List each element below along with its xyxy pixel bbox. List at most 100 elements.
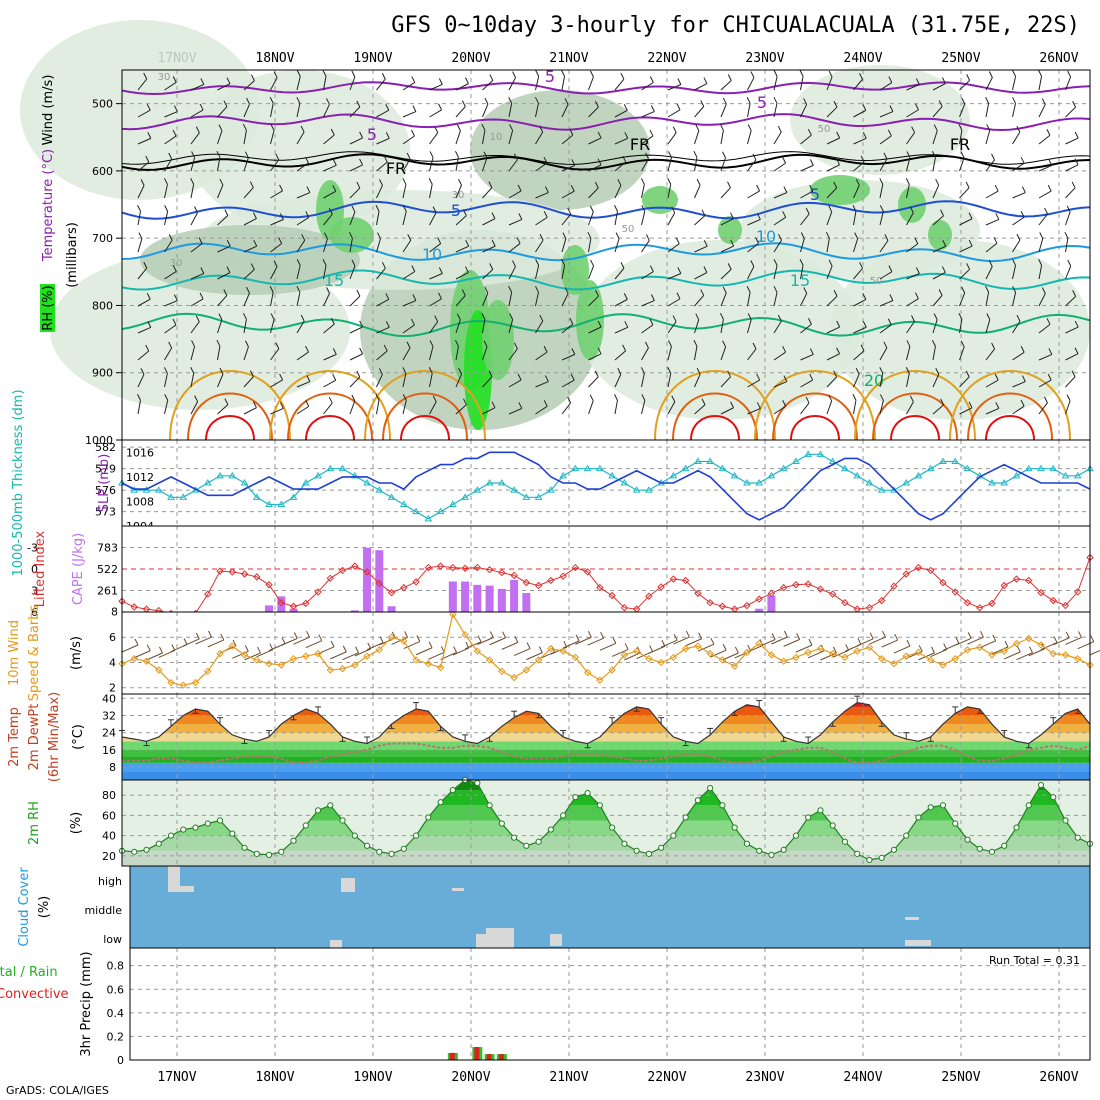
wind-barb-flag xyxy=(828,205,833,213)
lifted-index-point xyxy=(865,603,874,612)
wind-barb xyxy=(482,187,493,199)
wind-barb xyxy=(1012,239,1021,253)
upper-wind-barbs xyxy=(137,70,1079,415)
wind-barb-flag xyxy=(620,72,625,80)
wind-speed-point xyxy=(130,654,138,663)
wind-barb xyxy=(1038,265,1043,280)
wind-barb xyxy=(720,245,734,253)
thickness-point xyxy=(694,457,702,464)
wind-speed-point xyxy=(228,642,236,650)
wind-barb-flag xyxy=(465,239,470,247)
lifted-index-point xyxy=(314,588,322,596)
wind-speed-point xyxy=(534,656,543,664)
wind-barb-flag xyxy=(914,292,919,299)
surface-temp-contour xyxy=(364,370,486,441)
wind-barb xyxy=(879,135,892,145)
wind-barb xyxy=(800,238,805,253)
wind-barb-flag xyxy=(456,124,461,131)
surface-barb xyxy=(795,644,813,653)
wind-barb xyxy=(773,351,786,361)
wind-barb-flag xyxy=(1021,186,1026,193)
thickness-point xyxy=(951,457,960,464)
wind-barb-flag xyxy=(803,287,808,294)
thickness-point xyxy=(828,457,837,464)
wind-barb-flag xyxy=(484,286,489,294)
wind-barb xyxy=(588,353,602,361)
wind-barb xyxy=(455,295,466,307)
surface-barb xyxy=(673,636,690,645)
rh-point xyxy=(388,850,395,857)
upper-temp-label: Temperature (°C) xyxy=(41,149,56,262)
wind-barb xyxy=(429,298,442,307)
wind-speed-point xyxy=(694,642,702,650)
wind-barb-flag xyxy=(1012,286,1017,293)
surface-barb-flag xyxy=(183,638,188,645)
wind-barb-flag xyxy=(836,320,841,328)
rh-point xyxy=(547,826,554,833)
wind-barb xyxy=(959,292,966,307)
wind-barb-flag xyxy=(226,239,231,247)
wind-barb xyxy=(561,402,572,415)
lifted-index-point xyxy=(351,562,359,570)
wind-barb xyxy=(747,103,751,118)
lifted-index-point xyxy=(718,602,727,610)
wind-barb xyxy=(455,272,469,280)
wind-barb xyxy=(641,211,646,226)
cape-bar xyxy=(265,605,274,612)
wind-speed-point xyxy=(351,661,359,669)
wind-barb-flag xyxy=(889,105,894,112)
thickness-point xyxy=(534,493,543,500)
wind-barb xyxy=(349,376,361,388)
contour-label: 5 xyxy=(757,93,767,112)
thickness-point xyxy=(841,464,849,472)
wind-barb-flag xyxy=(597,320,602,328)
wind-barb-flag xyxy=(406,152,411,160)
lifted-index-point xyxy=(914,563,923,572)
wind-barb-flag xyxy=(747,313,752,320)
temp-tick-label: 16 xyxy=(102,744,116,757)
surface-barb xyxy=(501,641,519,650)
rh-point xyxy=(609,824,616,831)
wind-barb-flag xyxy=(644,341,649,349)
cape-bar xyxy=(375,550,384,612)
thickness-point xyxy=(301,479,310,486)
wind-barb-flag xyxy=(747,124,752,131)
thickness-point xyxy=(314,471,322,479)
wind-barb-flag xyxy=(727,74,732,81)
cloud-level-label: low xyxy=(103,933,122,946)
surface-barb xyxy=(955,637,972,646)
surface-barb-flag xyxy=(526,642,531,649)
wind-barb xyxy=(694,272,708,280)
surface-barb xyxy=(709,649,727,658)
wind-barb xyxy=(429,84,443,91)
wind-barb xyxy=(826,238,830,253)
wind-barb xyxy=(561,134,574,145)
wind-speed-point xyxy=(596,676,604,684)
thickness-point xyxy=(350,471,359,479)
wind-barb xyxy=(694,346,698,361)
surface-barb-flag xyxy=(918,645,923,652)
wind-barb-flag xyxy=(508,286,513,293)
wind-barb xyxy=(773,239,782,253)
wind-barb-flag xyxy=(595,289,599,297)
wind-barb-flag xyxy=(224,209,229,216)
surface-barb xyxy=(722,652,739,661)
wind-barb xyxy=(217,272,231,280)
wind-barb-flag xyxy=(701,209,706,216)
wind-barb-flag xyxy=(411,265,416,272)
wind-barb-flag xyxy=(703,266,708,273)
rh-moist-area xyxy=(898,187,926,223)
surface-barb-flag xyxy=(306,630,310,638)
wind-barb-flag xyxy=(250,74,255,81)
wind-barb-flag xyxy=(672,315,677,322)
wind-barb-flag xyxy=(854,232,859,239)
surface-barb xyxy=(697,643,715,652)
pressure-tick-label: 700 xyxy=(92,232,113,245)
thickness-tick-label: 579 xyxy=(95,463,116,476)
wind-barb xyxy=(747,379,760,388)
wind-barb xyxy=(561,293,569,307)
lifted-index-point xyxy=(767,589,776,598)
temp-label-3: (6hr Min/Max) xyxy=(47,692,62,782)
wind-barb xyxy=(270,219,284,226)
rh-point xyxy=(412,832,420,839)
